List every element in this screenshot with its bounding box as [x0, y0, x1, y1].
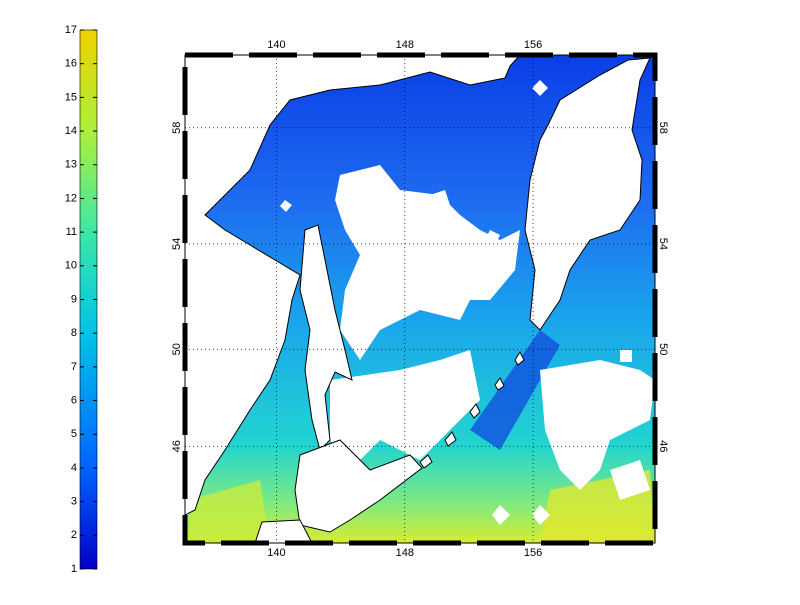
- lat-tick-label: 46: [657, 440, 669, 452]
- colorbar-tick-label: 17: [65, 24, 77, 36]
- colorbar-tick-label: 11: [66, 226, 77, 238]
- colorbar-tick-label: 15: [65, 91, 77, 103]
- lon-tick-label: 156: [524, 547, 542, 559]
- colorbar-tick-label: 7: [71, 361, 77, 373]
- lon-tick-label: 148: [396, 547, 414, 559]
- lat-tick-label: 46: [171, 440, 183, 452]
- colorbar-tick-label: 8: [71, 327, 77, 339]
- colorbar-tick-label: 5: [71, 428, 77, 440]
- colorbar-tick-label: 13: [65, 159, 77, 171]
- colorbar-tick-label: 9: [71, 293, 77, 305]
- lat-tick-label: 54: [171, 238, 183, 250]
- lat-tick-label: 58: [171, 122, 183, 134]
- map-field: [185, 55, 655, 543]
- colorbar-tick-label: 10: [65, 260, 77, 272]
- map-border: [184, 54, 656, 544]
- lon-tick-label: 148: [396, 39, 414, 51]
- colorbar-tick-label: 4: [71, 462, 77, 474]
- colorbar-tick-label: 12: [65, 192, 77, 204]
- annotations: 1234567891011121314151617140140148148156…: [65, 24, 669, 575]
- colorbar-tick-label: 16: [65, 58, 77, 70]
- colorbar-tick-label: 2: [71, 529, 77, 541]
- lon-tick-label: 156: [524, 39, 542, 51]
- colorbar-tick-label: 3: [71, 496, 77, 508]
- colorbar-tick-label: 14: [65, 125, 77, 137]
- lat-tick-label: 50: [171, 343, 183, 355]
- lon-tick-label: 140: [267, 547, 285, 559]
- lat-tick-label: 54: [657, 238, 669, 250]
- colorbar-tick-label: 1: [71, 563, 77, 575]
- lon-tick-label: 140: [267, 39, 285, 51]
- lat-tick-label: 50: [657, 343, 669, 355]
- lat-tick-label: 58: [657, 122, 669, 134]
- colorbar-tick-label: 6: [71, 394, 77, 406]
